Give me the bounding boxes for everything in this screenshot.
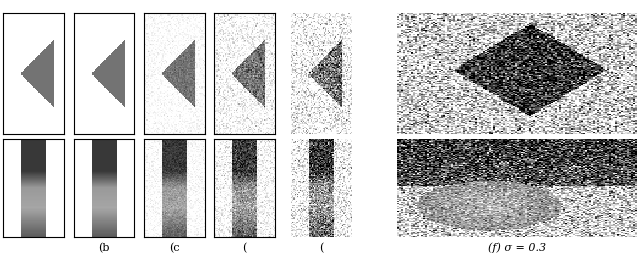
Text: (: (: [243, 243, 247, 253]
Text: (: (: [319, 243, 324, 253]
Text: (b: (b: [99, 243, 109, 253]
Text: (f) σ = 0.3: (f) σ = 0.3: [488, 242, 546, 253]
Text: (c: (c: [169, 243, 180, 253]
